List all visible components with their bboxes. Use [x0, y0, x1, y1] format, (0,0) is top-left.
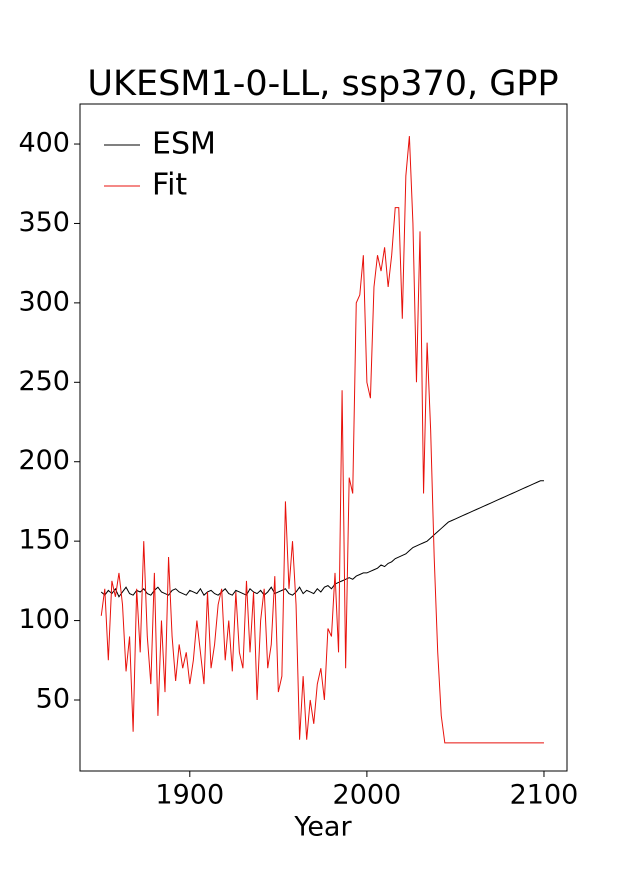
y-tick-label: 50: [36, 683, 70, 714]
y-tick-label: 100: [18, 604, 70, 635]
x-tick-label: 2000: [333, 780, 402, 811]
x-axis-label: Year: [293, 812, 352, 843]
x-tick-label: 1900: [155, 780, 224, 811]
y-tick-label: 300: [18, 286, 70, 317]
x-tick-label: 2100: [510, 780, 579, 811]
y-tick-label: 250: [18, 366, 70, 397]
plot-frame: [79, 103, 568, 772]
y-tick-label: 400: [18, 128, 70, 159]
y-tick-label: 150: [18, 525, 70, 556]
data-line: [100, 136, 544, 744]
legend-label: ESM: [152, 127, 216, 162]
y-tick-label: 350: [18, 207, 70, 238]
data-line: [100, 480, 544, 598]
chart-title: UKESM1-0-LL, ssp370, GPP: [87, 64, 558, 104]
legend-label: Fit: [152, 168, 187, 203]
y-tick-label: 200: [18, 445, 70, 476]
